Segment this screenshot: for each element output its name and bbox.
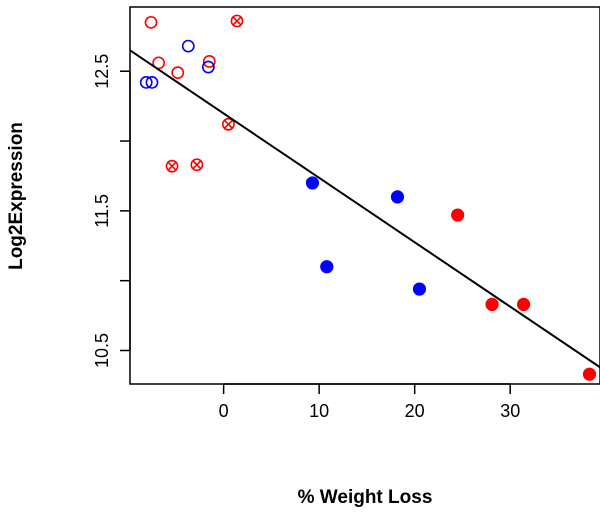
data-point [144, 15, 158, 29]
fit-line [129, 49, 600, 369]
x-tick-label: 0 [219, 401, 229, 421]
data-point [145, 76, 159, 89]
data-point [190, 158, 204, 172]
y-axis-title: Log2Expression [6, 122, 27, 270]
x-axis-title: % Weight Loss [298, 487, 433, 508]
data-point [171, 66, 185, 80]
data-point [485, 297, 499, 312]
data-point [305, 176, 320, 190]
data-point [139, 76, 153, 89]
y-tick-label: 10.5 [92, 333, 112, 368]
y-tick-label: 11.5 [92, 194, 112, 228]
y-axis: 10.5 11.5 12.5 [92, 54, 131, 368]
data-point [165, 159, 179, 173]
data-points [139, 14, 597, 381]
x-tick-label: 30 [500, 401, 520, 421]
data-point [390, 190, 405, 204]
data-point [320, 260, 334, 274]
data-point [516, 297, 531, 312]
data-point [221, 117, 235, 131]
x-tick-label: 10 [309, 401, 329, 421]
data-point [451, 208, 465, 222]
data-point [412, 282, 427, 296]
data-point [582, 367, 597, 381]
y-tick-label: 12.5 [92, 54, 112, 89]
x-axis: 0 10 20 30 [219, 383, 520, 421]
data-point [230, 14, 244, 28]
x-tick-label: 20 [405, 401, 425, 421]
data-point [201, 60, 215, 74]
data-point [181, 39, 195, 53]
data-point [202, 55, 216, 68]
